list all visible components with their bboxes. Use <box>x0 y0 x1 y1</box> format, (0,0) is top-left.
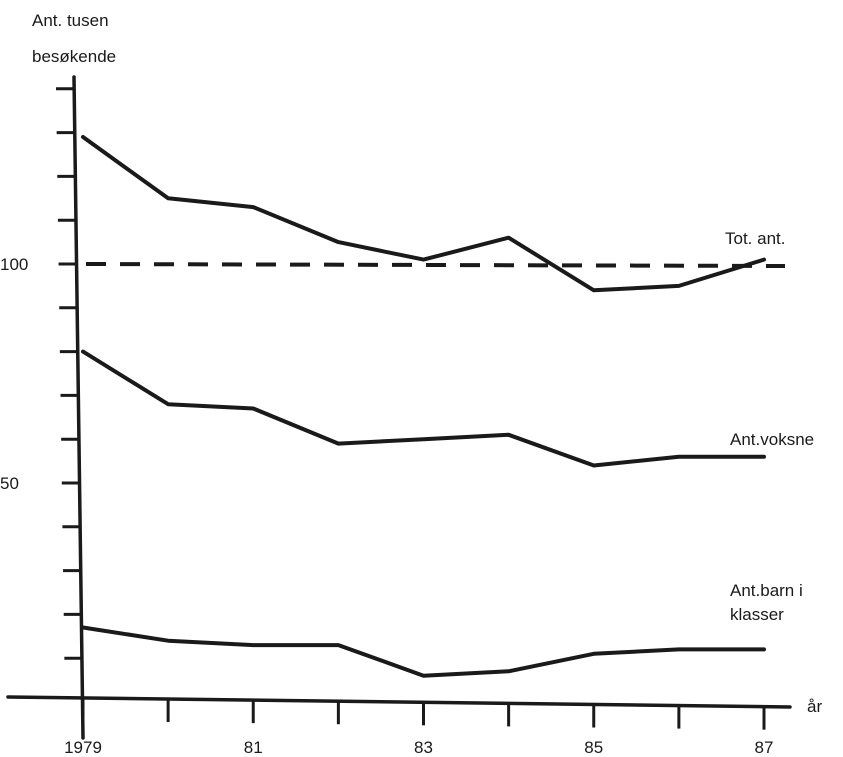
y-axis-label-line-1: Ant. tusen <box>32 11 109 30</box>
series-line-2 <box>81 349 766 468</box>
y-axis-line <box>72 75 85 740</box>
series-label-1: Tot. ant. <box>725 229 785 248</box>
series-label-line: klasser <box>730 605 784 624</box>
labels-group: Tot. ant. Ant.voksne Ant.barn i klasser <box>725 229 814 624</box>
x-tick-label: 85 <box>584 738 603 757</box>
reference-line-group <box>85 262 786 268</box>
series-line-1 <box>81 135 766 293</box>
x-tick-label: 1979 <box>64 738 102 757</box>
reference-line <box>85 262 786 268</box>
x-tick-label: 87 <box>755 738 774 757</box>
series-line-3 <box>81 625 766 678</box>
series-label-3: Ant.barn i klasser <box>730 581 803 624</box>
x-axis-label: år <box>807 697 822 716</box>
axes: 100 50 1979 81 83 85 87 år <box>0 75 822 757</box>
x-tick-label: 81 <box>244 738 263 757</box>
y-axis-label-line-2: besøkende <box>32 47 117 66</box>
series-label-line: Ant.barn i <box>730 581 803 600</box>
x-tick-label: 83 <box>414 738 433 757</box>
x-axis-line <box>6 695 792 709</box>
series-label-2: Ant.voksne <box>730 430 814 449</box>
y-tick-label: 100 <box>0 255 28 274</box>
y-tick-label: 50 <box>0 474 19 493</box>
series-group <box>81 135 766 678</box>
series-label-line: Tot. ant. <box>725 229 785 248</box>
series-label-line: Ant.voksne <box>730 430 814 449</box>
